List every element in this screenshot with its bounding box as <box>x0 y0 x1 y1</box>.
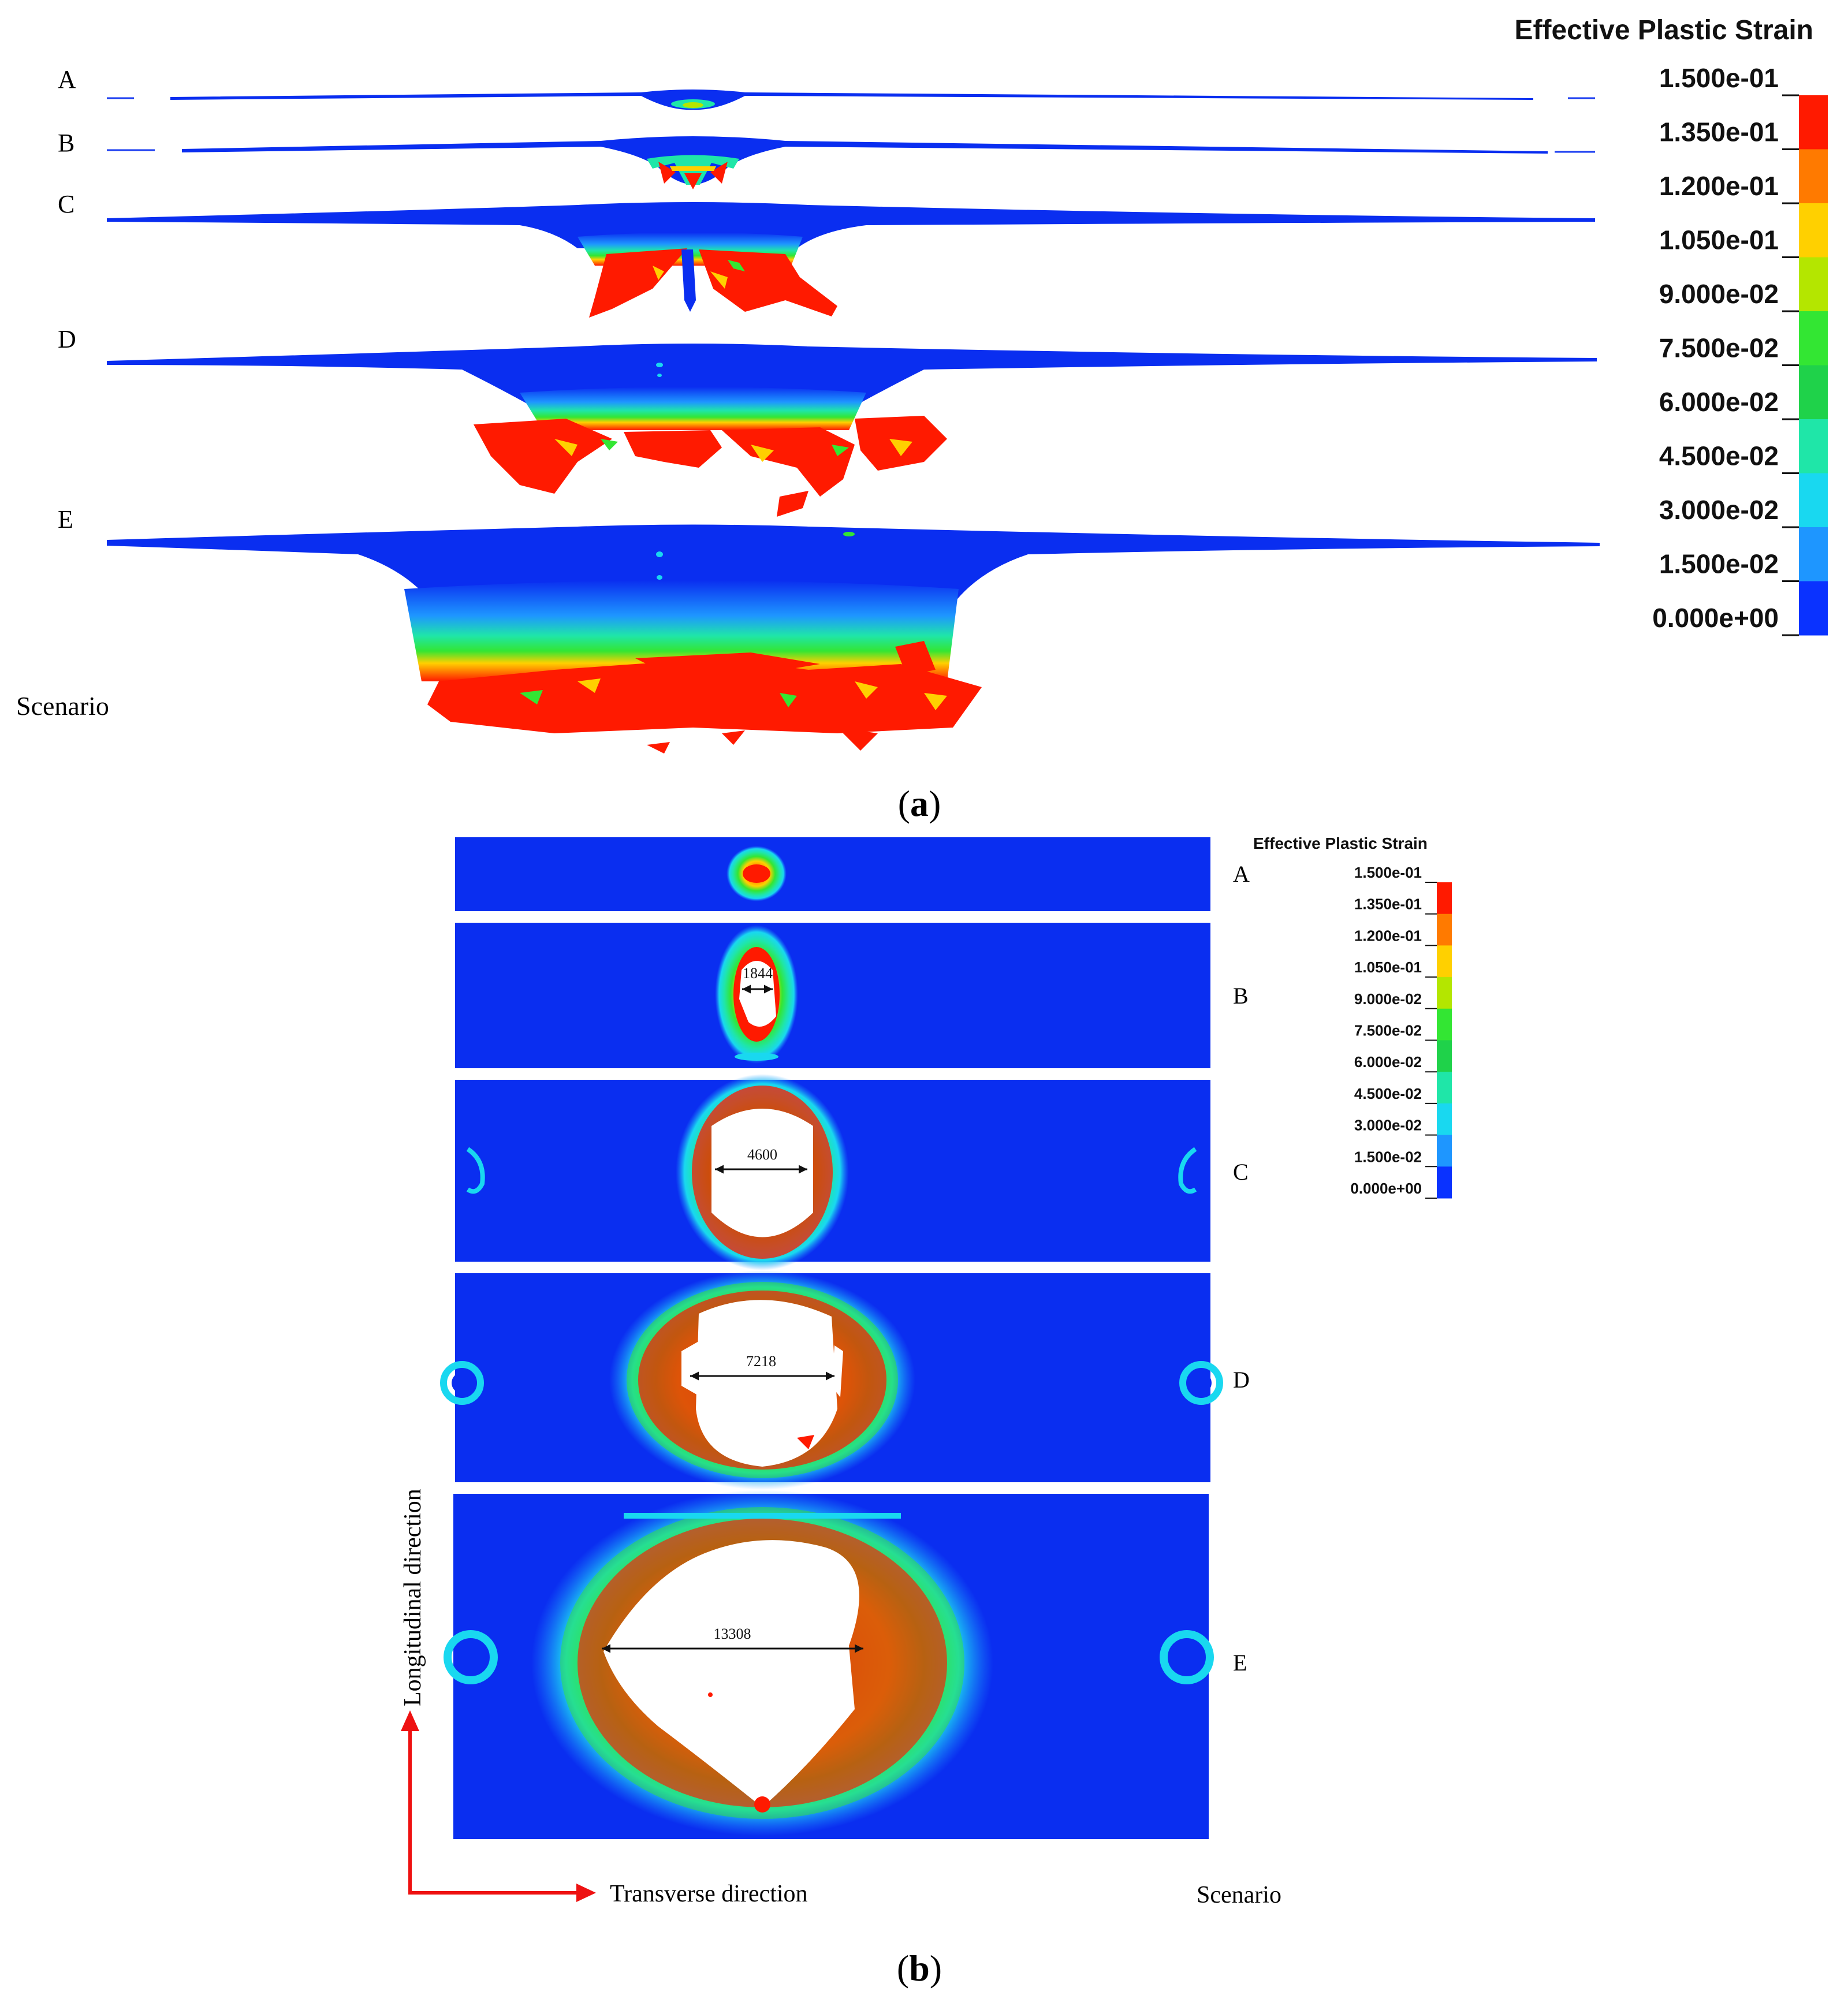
legend-b-tick-label-7: 4.500e-02 <box>1354 1085 1422 1102</box>
legend-b-band-0 <box>1437 882 1452 915</box>
legend-b-band-8 <box>1437 1135 1452 1167</box>
legend-b-tick-label-2: 1.200e-01 <box>1354 927 1422 944</box>
legend-b-band-3 <box>1437 977 1452 1009</box>
legend-a-colorbar <box>1799 95 1828 636</box>
legend-b-tick-label-5: 7.500e-02 <box>1354 1022 1422 1039</box>
scenario-a-letter-B: B <box>58 129 74 157</box>
panel-b: 1844 4600 <box>400 834 1452 1989</box>
caption-a: (a) <box>898 783 941 824</box>
legend-b-band-7 <box>1437 1103 1452 1136</box>
legend-b: Effective Plastic Strain 1.500e-01 1.350e… <box>1253 834 1452 1199</box>
legend-b-ticks: 1.500e-01 1.350e-01 1.200e-01 1.050e-01 9.00… <box>1350 864 1437 1199</box>
hole-width-B-label: 1844 <box>743 965 773 982</box>
hole-width-C-label: 4600 <box>747 1146 777 1163</box>
scenario-a-letter-A: A <box>58 65 76 94</box>
scenario-a-letter-E: E <box>58 505 73 534</box>
scenario-b-letter-A: A <box>1233 861 1250 887</box>
caption-b-letter: b <box>909 1948 930 1989</box>
legend-b-tick-label-9: 1.500e-02 <box>1354 1148 1422 1165</box>
legend-b-band-6 <box>1437 1072 1452 1104</box>
top-view-C <box>455 1074 1210 1270</box>
legend-b-band-1 <box>1437 913 1452 946</box>
legend-b-tick-label-4: 9.000e-02 <box>1354 990 1422 1008</box>
caption-b-open: ( <box>897 1948 909 1989</box>
legend-a-ticks: 1.500e-01 1.350e-01 1.200e-01 1.050e-01 9.00… <box>1652 63 1799 636</box>
legend-b-band-4 <box>1437 1008 1452 1041</box>
legend-b-band-5 <box>1437 1040 1452 1072</box>
hole-width-D-dimension: 7218 <box>690 1353 834 1381</box>
legend-a-band-3 <box>1799 257 1828 312</box>
legend-a-tick-label-4: 9.000e-02 <box>1659 279 1779 309</box>
hole-width-E-label: 13308 <box>714 1625 751 1642</box>
scenario-a-letter-D: D <box>58 325 76 353</box>
side-view-C <box>107 202 1595 318</box>
legend-b-band-2 <box>1437 945 1452 978</box>
caption-a-open: ( <box>898 783 910 824</box>
legend-a-band-4 <box>1799 311 1828 366</box>
legend-b-tick-label-3: 1.050e-01 <box>1354 959 1422 976</box>
legend-a-tick-label-8: 3.000e-02 <box>1659 495 1779 525</box>
legend-a-tick-label-0: 1.500e-01 <box>1659 63 1779 93</box>
hole-width-D-label: 7218 <box>746 1353 776 1370</box>
legend-a-band-1 <box>1799 149 1828 204</box>
panel-a: A B C D E Scenario <box>16 15 1828 824</box>
legend-a-tick-label-6: 6.000e-02 <box>1659 387 1779 417</box>
scenario-b-letter-B: B <box>1233 983 1249 1009</box>
legend-a-band-7 <box>1799 473 1828 528</box>
top-view-E <box>444 1490 1214 1839</box>
legend-b-tick-label-0: 1.500e-01 <box>1354 864 1422 881</box>
scenario-b-letter-C: C <box>1233 1159 1249 1185</box>
legend-a: Effective Plastic Strain 1.500e-01 1.350e… <box>1514 15 1828 636</box>
legend-b-tick-label-10: 0.000e+00 <box>1350 1180 1422 1197</box>
side-view-B <box>107 136 1595 189</box>
caption-b: (b) <box>897 1948 942 1989</box>
legend-a-tick-label-5: 7.500e-02 <box>1659 333 1779 363</box>
legend-a-tick-label-2: 1.200e-01 <box>1659 171 1779 201</box>
axis-transverse-label: Transverse direction <box>610 1881 808 1907</box>
scenario-b-letter-D: D <box>1233 1367 1250 1393</box>
legend-a-tick-label-7: 4.500e-02 <box>1659 441 1779 471</box>
direction-arrows: Longitudinal direction Transverse direct… <box>400 1489 808 1907</box>
scenario-a-label: Scenario <box>16 691 109 721</box>
caption-a-letter: a <box>910 783 929 824</box>
top-view-A <box>455 837 1210 911</box>
legend-b-title: Effective Plastic Strain <box>1253 834 1428 852</box>
legend-a-band-2 <box>1799 203 1828 258</box>
legend-a-band-5 <box>1799 365 1828 420</box>
legend-a-tick-label-1: 1.350e-01 <box>1659 117 1779 147</box>
side-view-A <box>107 90 1595 110</box>
legend-b-band-9 <box>1437 1166 1452 1199</box>
hole-width-C-dimension: 4600 <box>715 1146 807 1174</box>
legend-b-tick-label-6: 6.000e-02 <box>1354 1053 1422 1071</box>
legend-a-tick-label-3: 1.050e-01 <box>1659 225 1779 255</box>
axis-longitudinal-label: Longitudinal direction <box>400 1489 426 1706</box>
legend-b-tick-label-8: 3.000e-02 <box>1354 1117 1422 1134</box>
scenario-b-label: Scenario <box>1197 1882 1281 1908</box>
legend-a-title: Effective Plastic Strain <box>1514 15 1813 46</box>
legend-a-band-0 <box>1799 95 1828 150</box>
legend-a-tick-label-10: 0.000e+00 <box>1652 603 1779 633</box>
top-view-B <box>455 923 1210 1068</box>
legend-a-band-9 <box>1799 581 1828 636</box>
top-view-D <box>440 1270 1223 1490</box>
legend-a-tick-label-9: 1.500e-02 <box>1659 549 1779 579</box>
legend-a-band-8 <box>1799 527 1828 581</box>
scenario-a-letter-C: C <box>58 190 74 218</box>
legend-a-band-6 <box>1799 419 1828 473</box>
legend-b-colorbar <box>1437 882 1452 1199</box>
legend-b-tick-label-1: 1.350e-01 <box>1354 896 1422 913</box>
side-view-E <box>107 524 1600 754</box>
hole-width-E-dimension: 13308 <box>602 1625 863 1653</box>
hole-width-B-dimension: 1844 <box>742 965 773 994</box>
scenario-b-letter-E: E <box>1233 1650 1247 1676</box>
caption-b-close: ) <box>930 1948 942 1989</box>
side-view-D <box>107 344 1597 517</box>
caption-a-close: ) <box>929 783 941 824</box>
